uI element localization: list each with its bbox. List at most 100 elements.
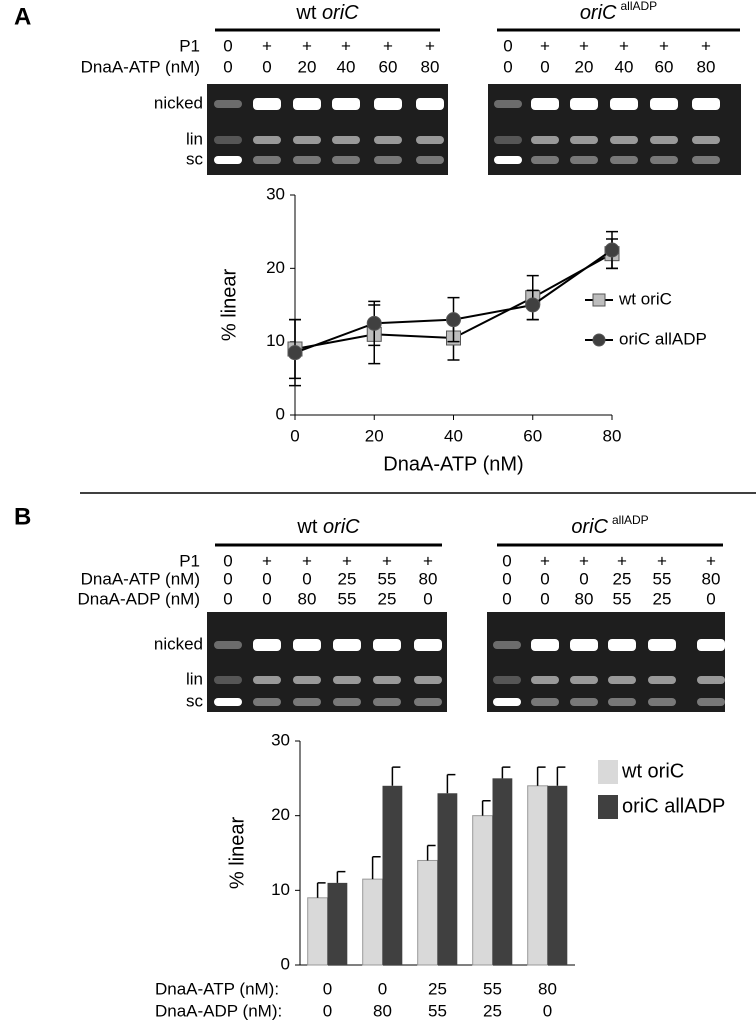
- marker: [287, 345, 303, 361]
- lane-value: +: [540, 551, 550, 570]
- gel-band: [253, 98, 281, 110]
- gel-band: [374, 98, 402, 110]
- bar: [327, 882, 348, 965]
- gel-band: [608, 639, 636, 651]
- marker: [446, 312, 461, 328]
- gel-band: [373, 676, 401, 684]
- gel-band: [214, 676, 242, 684]
- gel-band: [531, 639, 559, 651]
- lane-value: +: [341, 36, 351, 55]
- bar: [362, 878, 384, 966]
- lane-value: +: [302, 36, 312, 55]
- lane-value: +: [706, 551, 716, 570]
- lane-value: 55: [338, 589, 357, 608]
- lane-value: +: [423, 551, 433, 570]
- gel-band: [570, 639, 598, 651]
- panel-label: B: [14, 503, 31, 530]
- lane-value: 0: [223, 57, 232, 76]
- bar: [307, 897, 329, 966]
- lane-value: 0: [579, 569, 588, 588]
- lane-value: 0: [262, 589, 271, 608]
- gel-band: [697, 639, 725, 651]
- band-label: lin: [186, 669, 203, 688]
- lane-value: 55: [653, 569, 672, 588]
- x-row-value: 0: [323, 1001, 332, 1020]
- bar: [492, 778, 513, 965]
- gel-band: [692, 136, 720, 144]
- lane-value: 0: [540, 589, 549, 608]
- lane-value: 0: [262, 569, 271, 588]
- gel-band: [214, 100, 242, 108]
- gel-band: [414, 698, 442, 706]
- lane-value: 25: [613, 569, 632, 588]
- x-tick-label: 0: [290, 426, 299, 445]
- lane-value: 0: [302, 569, 311, 588]
- gel-title: wt oriC: [296, 516, 360, 538]
- gel-band: [650, 156, 678, 164]
- gel-band: [531, 98, 559, 110]
- bar: [417, 859, 439, 966]
- gel-title: oriC allADP: [571, 513, 648, 538]
- error-bar: [391, 766, 401, 786]
- lane-row-label: P1: [179, 36, 200, 55]
- error-bar: [371, 855, 381, 880]
- bar: [527, 785, 549, 966]
- lane-value: +: [302, 551, 312, 570]
- gel-band: [293, 676, 321, 684]
- gel-band: [697, 676, 725, 684]
- gel-band: [253, 156, 281, 164]
- gel-band: [610, 156, 638, 164]
- lane-value: 25: [653, 589, 672, 608]
- legend-label: wt oriC: [621, 760, 684, 782]
- gel-band: [414, 639, 442, 651]
- lane-value: 0: [223, 569, 232, 588]
- x-row-value: 25: [483, 1001, 502, 1020]
- gel-band: [253, 136, 281, 144]
- lane-value: 80: [298, 589, 317, 608]
- gel-band: [293, 136, 321, 144]
- gel-band: [494, 156, 522, 164]
- gel-band: [414, 676, 442, 684]
- legend-swatch: [598, 760, 618, 784]
- lane-value: 0: [503, 36, 512, 55]
- x-row-label: DnaA-ATP (nM):: [155, 979, 279, 998]
- lane-value: +: [342, 551, 352, 570]
- gel-title: oriC allADP: [580, 0, 657, 24]
- x-row-value: 80: [373, 1001, 392, 1020]
- gel-band: [416, 156, 444, 164]
- x-row-value: 55: [483, 979, 502, 998]
- bar: [437, 793, 458, 965]
- x-axis-label: DnaA-ATP (nM): [383, 453, 523, 475]
- x-tick-label: 60: [523, 426, 542, 445]
- gel-band: [650, 136, 678, 144]
- gel-band: [332, 136, 360, 144]
- gel-band: [293, 156, 321, 164]
- lane-value: 80: [702, 569, 721, 588]
- gel-band: [373, 639, 401, 651]
- gel-image: [207, 612, 447, 712]
- band-label: nicked: [154, 634, 203, 653]
- lane-value: 20: [298, 57, 317, 76]
- title-part: oriC: [571, 516, 608, 538]
- gel-band: [697, 698, 725, 706]
- lane-value: 0: [223, 36, 232, 55]
- gel-band: [214, 156, 242, 164]
- lane-value: 0: [502, 589, 511, 608]
- error-bar: [426, 844, 436, 861]
- gel-band: [416, 136, 444, 144]
- lane-value: 0: [503, 57, 512, 76]
- gel-band: [570, 698, 598, 706]
- panel-label: A: [14, 3, 31, 30]
- gel-band: [570, 98, 598, 110]
- gel-band: [493, 641, 521, 649]
- marker: [604, 242, 620, 258]
- lane-row-label: P1: [179, 551, 200, 570]
- lane-value: 20: [575, 57, 594, 76]
- error-bar: [336, 870, 346, 883]
- x-row-label: DnaA-ADP (nM):: [155, 1001, 282, 1020]
- x-row-value: 55: [428, 1001, 447, 1020]
- x-tick-label: 40: [444, 426, 463, 445]
- band-label: nicked: [154, 93, 203, 112]
- gel-band: [493, 676, 521, 684]
- band-label: lin: [186, 129, 203, 148]
